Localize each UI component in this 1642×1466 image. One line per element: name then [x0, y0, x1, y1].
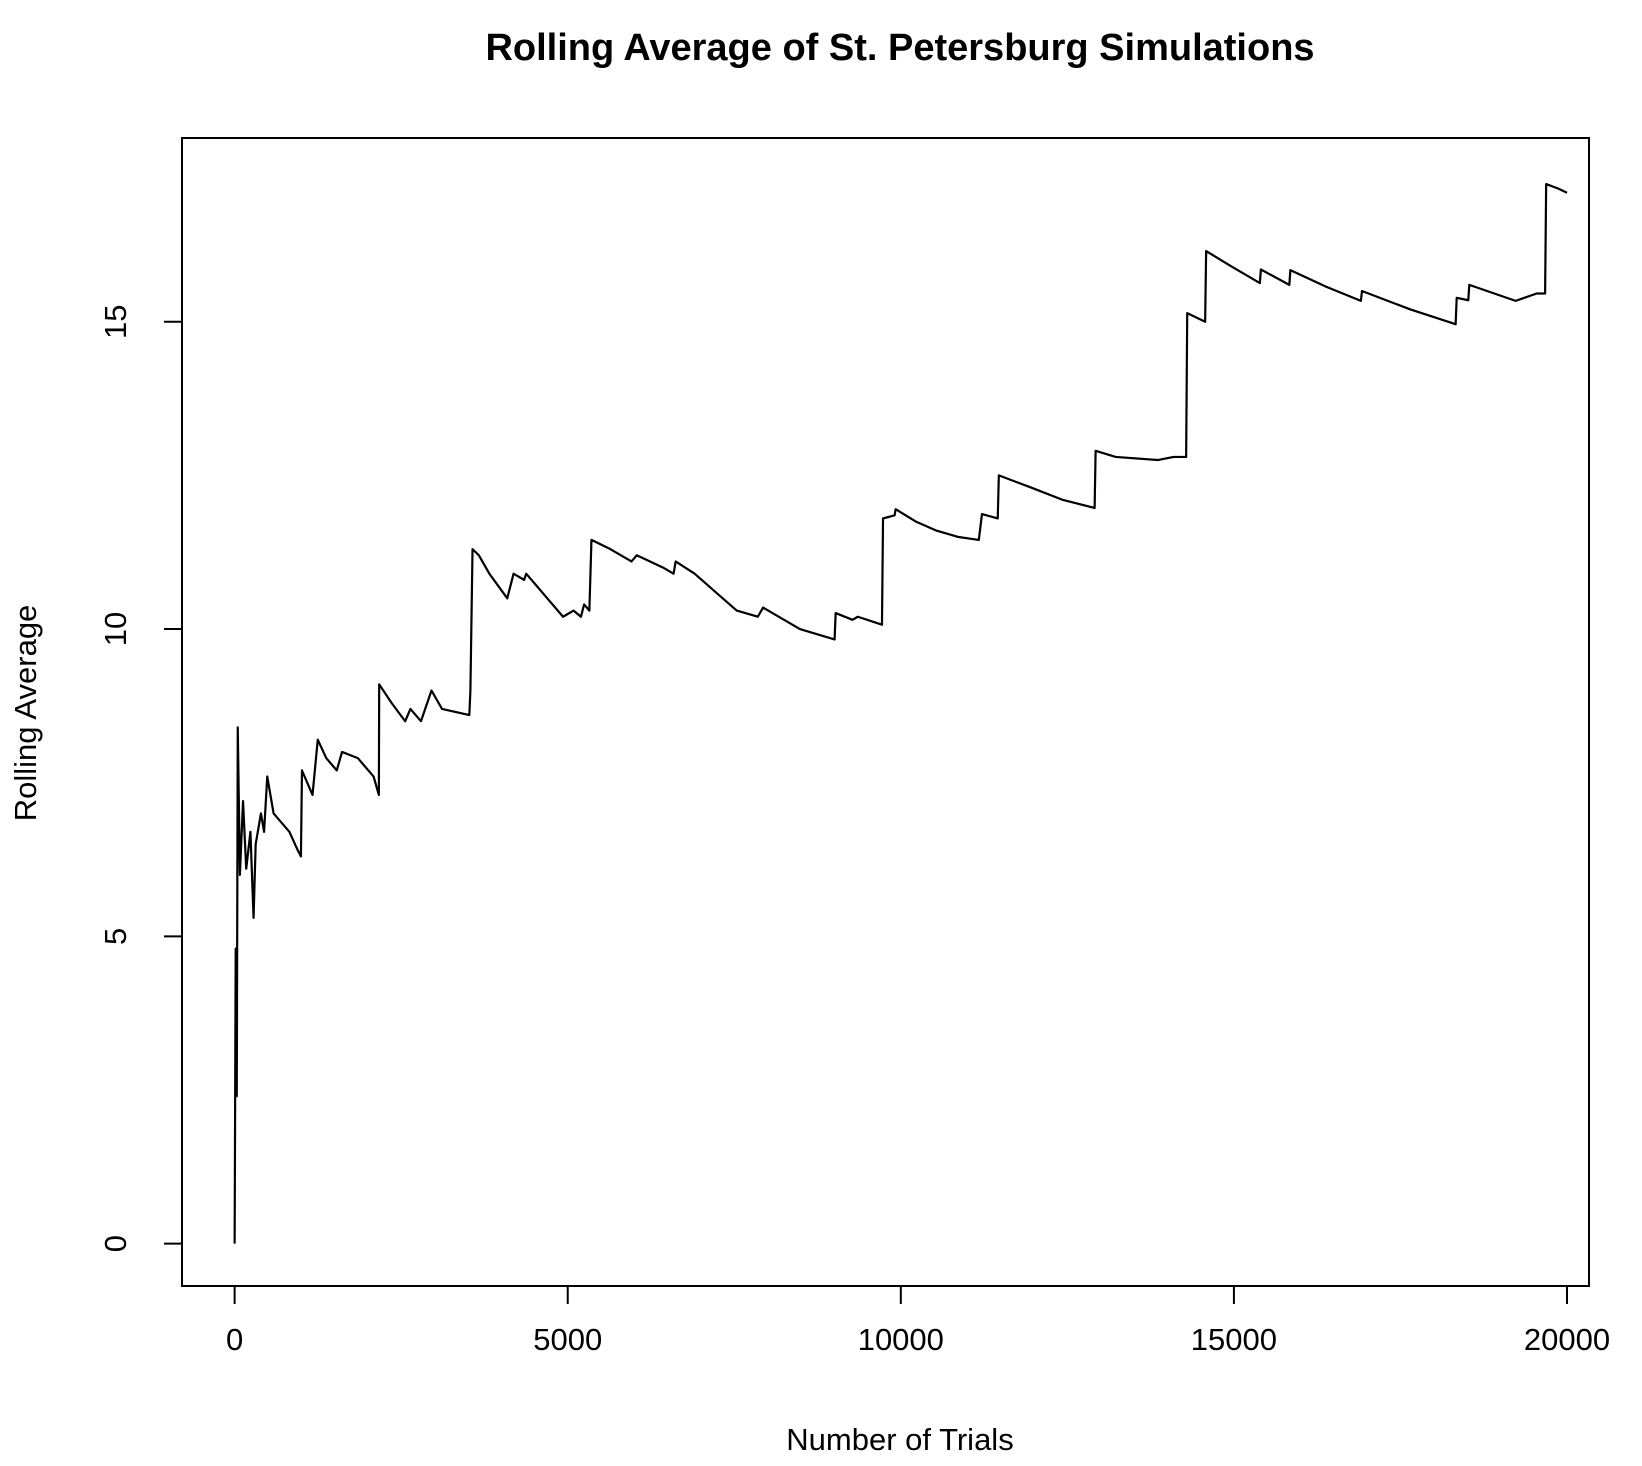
- x-tick-label: 5000: [533, 1322, 602, 1357]
- y-tick-label: 10: [98, 612, 133, 646]
- y-tick-label: 0: [98, 1235, 133, 1252]
- plot-frame: [181, 137, 1590, 1287]
- x-tick-label: 10000: [858, 1322, 944, 1357]
- y-axis-label: Rolling Average: [8, 605, 43, 822]
- chart-title: Rolling Average of St. Petersburg Simula…: [485, 27, 1314, 69]
- x-tick-label: 15000: [1191, 1322, 1277, 1357]
- x-axis-label: Number of Trials: [786, 1422, 1013, 1457]
- x-tick-label: 20000: [1524, 1322, 1610, 1357]
- y-tick-label: 15: [98, 305, 133, 339]
- data-line: [233, 182, 1568, 1244]
- y-tick-label: 5: [98, 928, 133, 945]
- x-tick-label: 0: [226, 1322, 243, 1357]
